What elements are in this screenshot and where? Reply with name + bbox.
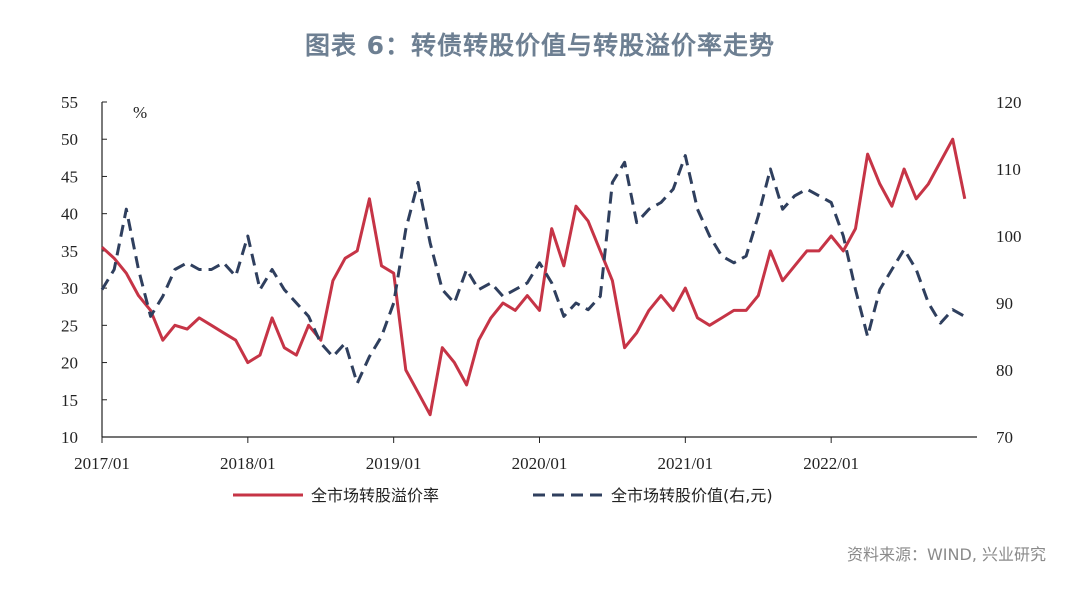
x-axis-tick-label: 2019/01	[366, 454, 422, 473]
left-axis-tick-label: 10	[61, 428, 78, 447]
axes: 10 15 20 25 30 35 40 45 50 55% 70 80 90 100 110 120 2017…	[61, 93, 1022, 473]
series-layer	[100, 137, 967, 417]
legend: 全市场转股溢价率 全市场转股价值(右,元)	[233, 486, 773, 505]
right-axis-tick-label: 70	[996, 428, 1013, 447]
left-axis-tick-label: 50	[61, 130, 78, 149]
left-axis-tick-label: 20	[61, 354, 78, 373]
left-axis-tick-label: 40	[61, 205, 78, 224]
left-axis-unit: %	[133, 103, 147, 122]
right-axis-tick-label: 80	[996, 361, 1013, 380]
chart-title: 图表 6：转债转股价值与转股溢价率走势	[304, 31, 776, 60]
left-axis-tick-label: 30	[61, 279, 78, 298]
x-axis-tick-label: 2017/01	[74, 454, 130, 473]
right-axis-tick-label: 100	[996, 227, 1022, 246]
left-axis-tick-label: 25	[61, 316, 78, 335]
series-line-conversion-value	[100, 154, 966, 385]
right-axis-tick-label: 90	[996, 294, 1013, 313]
left-axis-tick-label: 45	[61, 167, 78, 186]
x-axis-tick-label: 2021/01	[657, 454, 713, 473]
right-axis-tick-label: 120	[996, 93, 1022, 112]
x-axis-tick-label: 2018/01	[220, 454, 276, 473]
x-axis-tick-label: 2020/01	[512, 454, 568, 473]
left-axis-tick-label: 35	[61, 242, 78, 261]
left-axis-tick-label: 55	[61, 93, 78, 112]
left-axis-tick-label: 15	[61, 391, 78, 410]
legend-label-conversion-value: 全市场转股价值(右,元)	[611, 486, 773, 505]
right-axis-tick-label: 110	[996, 160, 1021, 179]
legend-label-premium-rate: 全市场转股溢价率	[311, 486, 439, 505]
series-line-premium-rate	[100, 137, 967, 417]
x-axis-tick-label: 2022/01	[803, 454, 859, 473]
source-note: 资料来源：WIND, 兴业研究	[846, 545, 1046, 564]
